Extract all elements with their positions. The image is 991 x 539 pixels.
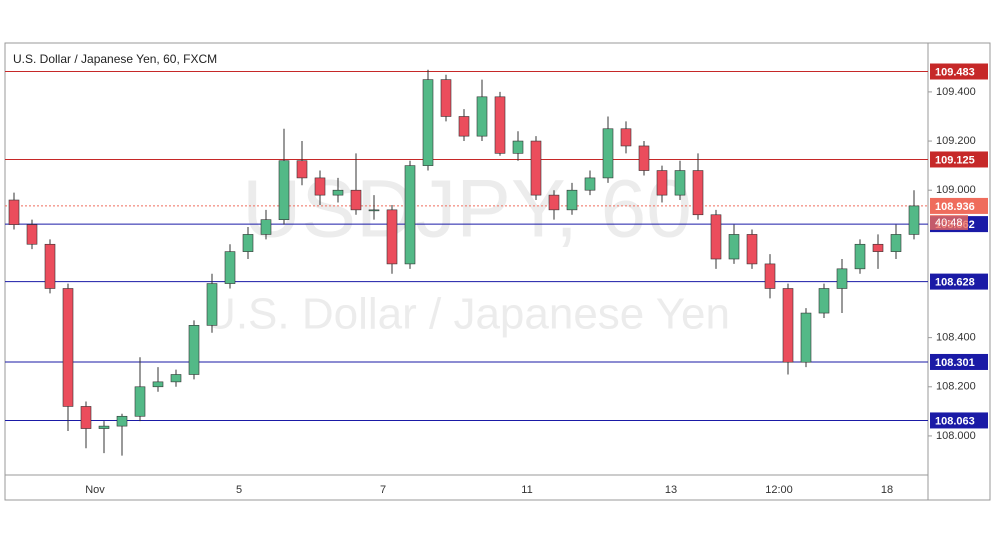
candle-body <box>116 415 128 427</box>
candle-body <box>386 209 398 265</box>
candle-body <box>26 224 38 245</box>
level-label: 108.301 <box>935 357 975 369</box>
candle-body <box>404 165 416 265</box>
candle-body <box>890 234 902 252</box>
watermark: USDJPY, 60 <box>242 164 692 255</box>
candle-body <box>314 177 326 196</box>
last-price-label: 108.936 <box>935 201 975 213</box>
countdown-box <box>930 214 968 230</box>
x-tick-label: 5 <box>236 484 242 496</box>
candle-body <box>170 374 182 383</box>
x-tick-label: Nov <box>85 484 105 496</box>
level-label: 109.125 <box>935 154 975 166</box>
candle-body <box>548 194 560 211</box>
watermark-subtitle: U.S. Dollar / Japanese Yen <box>204 290 730 339</box>
countdown-label: 40:48 <box>935 217 963 229</box>
y-tick-label: 108.200 <box>936 381 976 393</box>
candle-body <box>98 425 110 429</box>
level-label: 108.063 <box>935 415 975 427</box>
candle-body <box>764 263 776 289</box>
candle-body <box>350 189 362 211</box>
level-label: 108.628 <box>935 277 975 289</box>
candle-body <box>476 96 488 137</box>
candle-body <box>530 140 542 196</box>
candle-body <box>134 386 146 417</box>
y-tick-label: 109.000 <box>936 184 976 196</box>
candle-body <box>854 243 866 270</box>
x-tick-label: 7 <box>380 484 386 496</box>
candle-body <box>440 79 452 117</box>
y-tick-label: 109.200 <box>936 135 976 147</box>
candle-body <box>602 128 614 179</box>
candle-body <box>8 199 20 225</box>
candle-body <box>818 288 830 314</box>
candle-body <box>566 189 578 211</box>
candle-body <box>332 189 344 196</box>
candle-body <box>494 96 506 154</box>
watermark-group: USDJPY, 60 U.S. Dollar / Japanese Yen <box>204 164 730 339</box>
x-tick-label: 11 <box>521 484 532 496</box>
candle-body <box>674 170 686 196</box>
level-label-box <box>930 412 988 429</box>
candle-body <box>872 243 884 252</box>
chart-title: U.S. Dollar / Japanese Yen, 60, FXCM <box>13 52 217 66</box>
candle-body <box>62 288 74 407</box>
level-label-box <box>930 273 988 290</box>
candle-body <box>512 140 524 154</box>
candle-body <box>800 312 812 363</box>
candle-body <box>152 381 164 388</box>
candle-body <box>908 205 920 235</box>
candle-body <box>584 177 596 191</box>
y-tick-label: 109.400 <box>936 86 976 98</box>
last-price-box <box>930 197 988 214</box>
candle-body <box>836 268 848 289</box>
candle-body <box>728 234 740 260</box>
candle-body <box>782 288 794 363</box>
candle-body <box>242 234 254 252</box>
y-tick-label: 108.400 <box>936 332 976 344</box>
candle-body <box>656 170 668 196</box>
level-label-box <box>930 353 988 370</box>
x-tick-label: 12:00 <box>765 484 793 496</box>
level-label: 109.483 <box>935 66 975 78</box>
candle-body <box>746 234 758 265</box>
candle-body <box>638 145 650 171</box>
candle-body <box>620 128 632 147</box>
candle-body <box>710 214 722 260</box>
x-tick-label: 18 <box>881 484 893 496</box>
x-tick-label: 13 <box>665 484 677 496</box>
candle-body <box>422 79 434 166</box>
candle-body <box>44 243 56 289</box>
candle-body <box>224 251 236 284</box>
candle-body <box>260 219 272 235</box>
candle-body <box>458 116 470 137</box>
candle-body <box>692 170 704 216</box>
level-label-box <box>930 63 988 80</box>
y-tick-label: 108.000 <box>936 430 976 442</box>
candle-body <box>188 325 200 375</box>
level-label-box <box>930 151 988 168</box>
candle-body <box>296 160 308 179</box>
candle-body <box>368 209 380 212</box>
candle-body <box>80 406 92 429</box>
frame <box>4 42 991 501</box>
candle-body <box>278 160 290 220</box>
candle-body <box>206 283 218 326</box>
